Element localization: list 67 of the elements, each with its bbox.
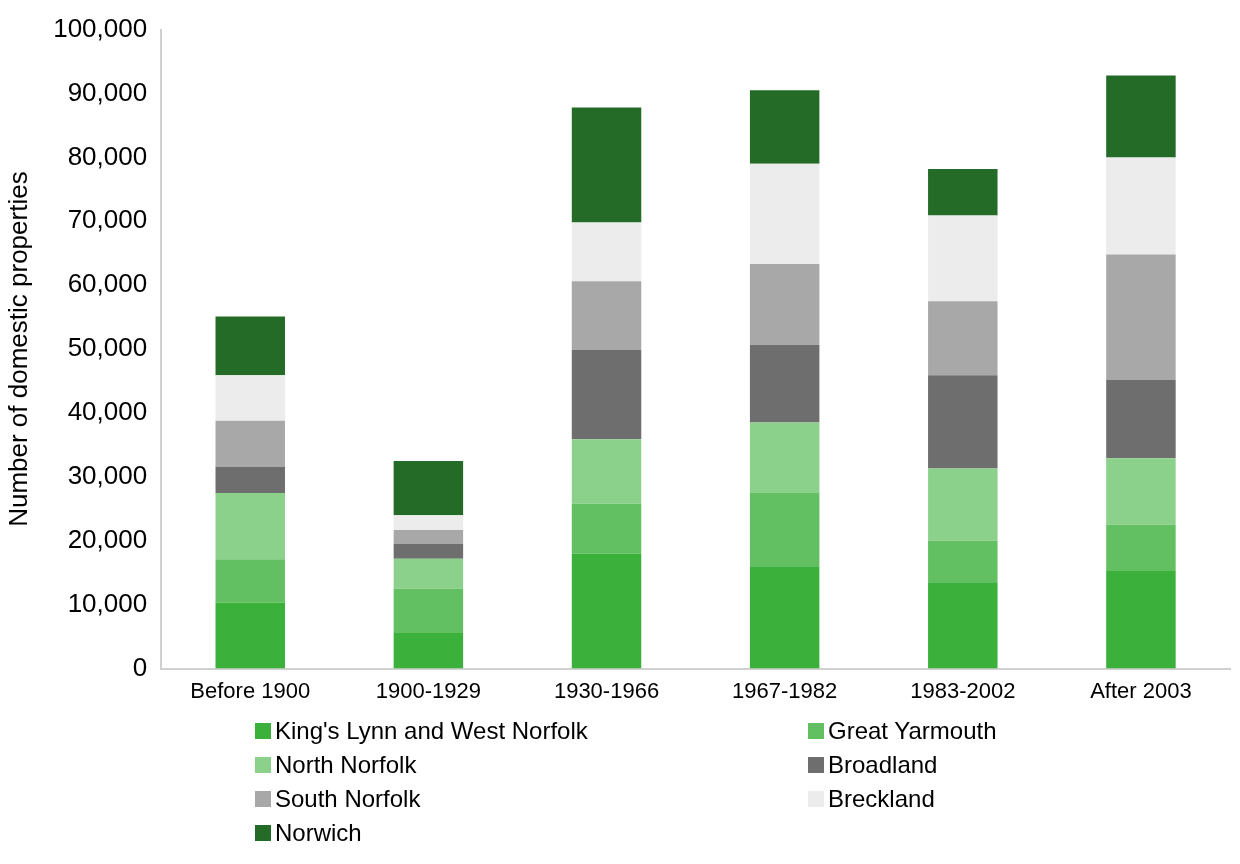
- bar: [215, 602, 285, 669]
- y-tick-label: 30,000: [67, 460, 148, 491]
- x-tick-label: Before 1900: [190, 677, 311, 703]
- bar: [215, 492, 285, 560]
- legend-label: Norwich: [275, 819, 362, 847]
- bar: [749, 90, 820, 164]
- y-tick-label: 70,000: [67, 204, 148, 235]
- bar: [215, 559, 285, 603]
- x-tick-label: After 2003: [1090, 677, 1192, 703]
- bar: [215, 466, 285, 493]
- bar: [571, 281, 642, 350]
- bar: [571, 349, 642, 440]
- bar: [749, 567, 820, 669]
- y-tick-label: 80,000: [67, 140, 148, 171]
- y-axis-title: Number of domestic properties: [2, 171, 33, 527]
- x-tick-label: 1900-1929: [375, 677, 481, 703]
- bar: [749, 264, 820, 345]
- bar: [215, 375, 285, 421]
- bar: [571, 107, 642, 223]
- bar: [928, 468, 998, 541]
- bar: [928, 540, 998, 583]
- y-tick-label: 40,000: [67, 396, 148, 427]
- y-tick-label: 20,000: [67, 523, 148, 554]
- legend-label: Breckland: [828, 785, 935, 813]
- bar: [1106, 75, 1176, 158]
- bar: [1106, 157, 1176, 255]
- bar: [393, 460, 464, 516]
- y-tick-label: 50,000: [67, 332, 148, 363]
- bar: [393, 515, 464, 530]
- bar: [1106, 570, 1176, 669]
- y-tick-label: 0: [132, 651, 148, 682]
- legend-label: South Norfolk: [275, 785, 421, 813]
- bar: [215, 420, 285, 467]
- bar: [393, 632, 464, 669]
- bar: [928, 301, 998, 376]
- x-tick-label: 1967-1982: [732, 677, 838, 703]
- x-tick-label: 1930-1966: [553, 677, 660, 703]
- bar: [928, 168, 998, 216]
- bar: [1106, 524, 1176, 571]
- bar: [393, 558, 464, 589]
- y-tick-label: 90,000: [67, 76, 148, 107]
- bar: [1106, 254, 1176, 380]
- bar: [215, 316, 285, 376]
- bar: [749, 344, 820, 423]
- bar: [1106, 458, 1176, 525]
- bar: [928, 215, 998, 302]
- bar: [393, 529, 464, 544]
- bar: [749, 492, 820, 567]
- legend-label: Broadland: [828, 751, 938, 779]
- legend-label: King's Lynn and West Norfolk: [275, 717, 588, 745]
- bar: [571, 222, 642, 282]
- bar: [571, 439, 642, 504]
- bar: [749, 422, 820, 493]
- bar: [393, 544, 464, 559]
- bar: [571, 553, 642, 669]
- legend-label: Great Yarmouth: [828, 717, 997, 745]
- x-tick-label: 1983-2002: [910, 677, 1016, 703]
- bar: [928, 582, 998, 669]
- y-tick-label: 100,000: [53, 12, 148, 43]
- bar: [393, 588, 464, 633]
- bar: [749, 163, 820, 265]
- bar: [1106, 379, 1176, 459]
- y-tick-label: 10,000: [67, 587, 148, 618]
- bar: [928, 375, 998, 469]
- y-tick-label: 60,000: [67, 268, 148, 299]
- legend-label: North Norfolk: [275, 751, 417, 779]
- bar: [571, 503, 642, 554]
